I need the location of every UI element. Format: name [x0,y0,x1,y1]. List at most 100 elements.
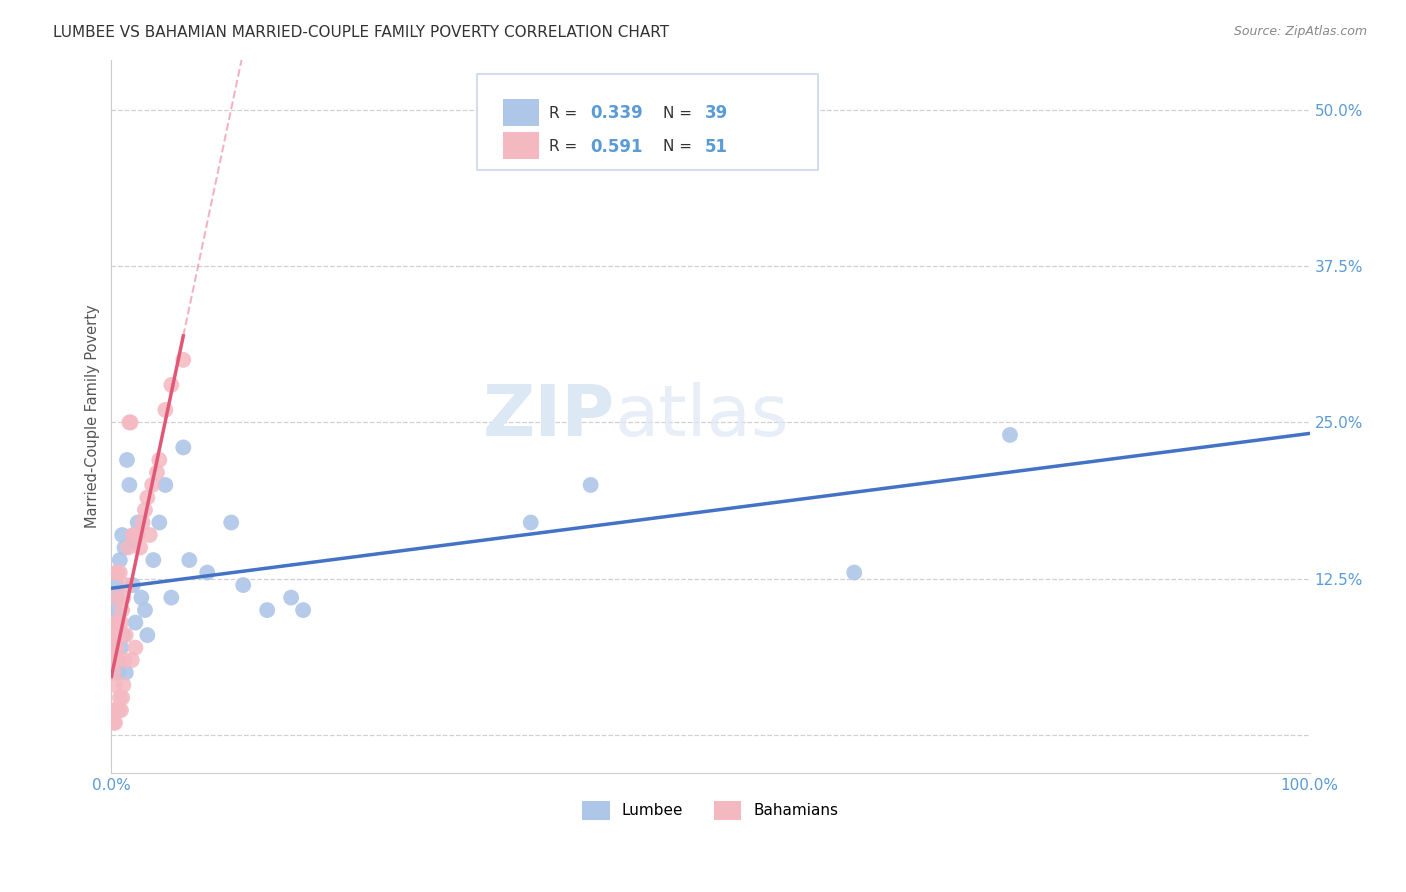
Point [131,516,153,530]
Point [139,528,162,542]
Point [111,528,134,542]
Point [114,665,136,680]
Point [122,534,145,549]
Point [103,640,125,655]
Point [107,703,129,717]
Point [155,403,177,417]
Point [108,690,131,705]
Point [131,591,153,605]
Point [134,603,156,617]
Point [148,453,170,467]
Point [112,628,135,642]
FancyBboxPatch shape [503,99,538,126]
Point [122,578,145,592]
Point [142,553,165,567]
Text: N =: N = [662,105,696,120]
Point [108,566,131,580]
Point [101,653,124,667]
Point [107,653,129,667]
Point [232,578,254,592]
Point [114,653,136,667]
Point [104,653,127,667]
Point [104,640,127,655]
Point [844,566,866,580]
Point [107,628,129,642]
Text: R =: R = [548,139,582,154]
Point [256,603,278,617]
Text: R =: R = [548,105,582,120]
Text: 0.591: 0.591 [591,137,643,155]
Point [107,665,129,680]
Point [148,516,170,530]
FancyBboxPatch shape [477,74,818,170]
Legend: Lumbee, Bahamians: Lumbee, Bahamians [576,795,845,826]
Point [124,640,146,655]
Point [107,591,129,605]
Point [129,541,152,555]
Point [103,665,125,680]
Point [104,615,127,630]
Text: 51: 51 [704,137,727,155]
Point [111,690,134,705]
Point [118,478,141,492]
Point [121,653,143,667]
Point [122,528,145,542]
Point [120,416,142,430]
Point [101,628,124,642]
Point [111,603,134,617]
Point [179,553,201,567]
Text: ZIP: ZIP [482,382,614,450]
Point [122,528,145,542]
Point [108,628,131,642]
Point [172,352,194,367]
Point [105,566,128,580]
Point [110,615,132,630]
Point [519,516,541,530]
Text: LUMBEE VS BAHAMIAN MARRIED-COUPLE FAMILY POVERTY CORRELATION CHART: LUMBEE VS BAHAMIAN MARRIED-COUPLE FAMILY… [53,25,669,40]
Point [998,428,1021,442]
Y-axis label: Married-Couple Family Poverty: Married-Couple Family Poverty [86,304,100,528]
Point [105,703,128,717]
Point [112,591,135,605]
Point [118,416,141,430]
Point [110,703,132,717]
Point [172,441,194,455]
Point [579,478,602,492]
Point [127,516,149,530]
Point [117,541,139,555]
Point [292,603,315,617]
Point [107,703,129,717]
Text: atlas: atlas [614,382,789,450]
Text: Source: ZipAtlas.com: Source: ZipAtlas.com [1233,25,1367,38]
Point [104,603,127,617]
Point [134,503,156,517]
Point [114,628,136,642]
Point [155,478,177,492]
Point [103,715,125,730]
FancyBboxPatch shape [503,132,538,160]
Point [101,703,124,717]
Point [104,715,127,730]
Point [136,628,159,642]
Point [104,591,127,605]
Point [160,591,183,605]
Point [105,615,128,630]
Point [103,665,125,680]
Text: 0.339: 0.339 [591,104,644,122]
Point [160,377,183,392]
Point [110,640,132,655]
Point [104,678,127,692]
Text: N =: N = [662,139,696,154]
Point [195,566,218,580]
Point [146,466,169,480]
Point [114,541,136,555]
Point [105,640,128,655]
Point [108,553,131,567]
Point [136,491,159,505]
Point [141,478,163,492]
Point [107,653,129,667]
Point [115,453,138,467]
Point [105,578,128,592]
Point [112,678,135,692]
Point [219,516,242,530]
